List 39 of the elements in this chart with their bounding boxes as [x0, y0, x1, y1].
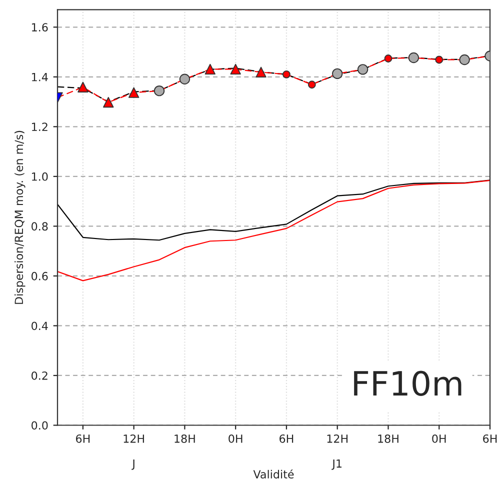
y-tick-label: 0.8 — [32, 222, 48, 231]
x-tick-label: 6H — [76, 434, 90, 443]
x-tick-label: 0H — [228, 434, 242, 443]
annotation: FF10m — [354, 370, 462, 396]
point — [357, 64, 368, 75]
y-tick-label: 1.0 — [32, 172, 48, 181]
x-tick-label: 0H — [432, 434, 446, 443]
point — [332, 68, 343, 80]
x-tick-label: 18H — [174, 434, 195, 443]
point — [308, 80, 316, 89]
y-tick-label: 1.2 — [32, 122, 48, 131]
category-label: 12H J1 — [327, 434, 348, 470]
category-label: 12H J — [124, 434, 144, 470]
y-tick-label: 0.4 — [32, 322, 48, 330]
y-tick-label: 1.4 — [32, 73, 48, 82]
point — [154, 85, 165, 96]
line-series — [58, 180, 490, 241]
point — [459, 54, 470, 66]
y-tick-label: 0.6 — [32, 272, 48, 280]
y-tick-label: 1.6 — [32, 23, 48, 32]
x-tick-label: 18H — [378, 434, 398, 443]
point — [204, 64, 216, 75]
point — [282, 70, 290, 78]
point — [230, 64, 241, 75]
point — [435, 56, 444, 64]
y-axis-title: Dispersion/REQM moy. (en m/s) — [14, 130, 26, 304]
point — [384, 54, 392, 62]
point — [128, 87, 140, 98]
x-axis-title: Validité — [253, 469, 294, 479]
point — [179, 74, 190, 84]
y-tick-label: 0.2 — [32, 371, 48, 380]
line-series — [58, 180, 490, 282]
point — [408, 52, 420, 64]
point — [103, 96, 114, 108]
x-tick-label: 6H — [483, 434, 497, 443]
point — [256, 66, 266, 78]
point — [78, 82, 88, 92]
y-tick-label: 0.0 — [32, 421, 48, 430]
x-tick-label: 6H — [280, 434, 294, 443]
